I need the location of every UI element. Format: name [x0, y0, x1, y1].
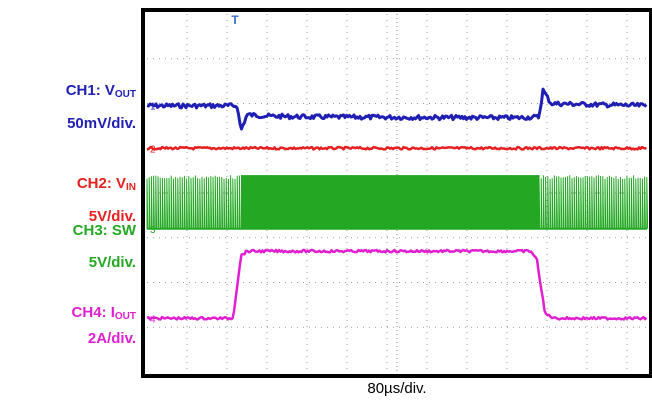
- ch2-marker: 2: [150, 144, 156, 155]
- ch1-scale: 50mV/div.: [67, 115, 136, 132]
- ch2-label: CH2: VIN 5V/div.: [12, 175, 136, 237]
- timebase-label: 80µs/div.: [367, 380, 427, 397]
- trigger-marker: T: [231, 13, 239, 27]
- ch3-label: CH3: SW 5V/div.: [12, 222, 136, 286]
- ch3-trace: [146, 175, 649, 230]
- traces: [146, 87, 649, 321]
- ch2-trace: [146, 145, 647, 151]
- ch1-label: CH1: VOUT 50mV/div.: [12, 82, 136, 144]
- ch4-label: CH4: IOUT 2A/div.: [12, 304, 136, 352]
- ch3-dense-switching: [241, 175, 539, 229]
- ch3-marker: 3: [150, 225, 156, 236]
- oscilloscope-screen: 1 2 3 4 T: [141, 8, 652, 378]
- ch1-trace: [146, 87, 648, 131]
- ch1-marker: 1: [150, 102, 156, 113]
- ch4-trace: [146, 248, 648, 321]
- ch4-scale: 2A/div.: [87, 330, 136, 347]
- ch3-scale: 5V/div.: [88, 254, 136, 271]
- channel-markers: 1 2 3 4: [150, 102, 156, 326]
- ch3-sparse-switching: [146, 175, 649, 230]
- ch2-scale: 5V/div.: [88, 208, 136, 225]
- ch4-marker: 4: [150, 314, 156, 325]
